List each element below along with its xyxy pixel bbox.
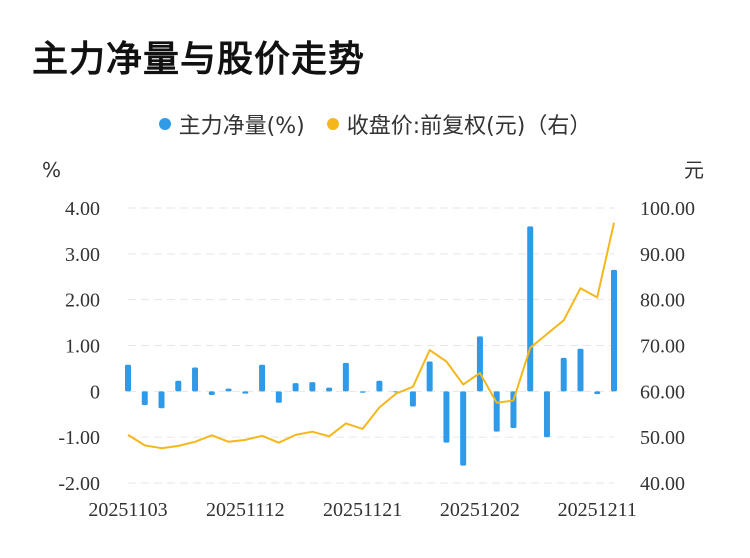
line-series: [127, 222, 615, 450]
left-tick-label: 1.00: [65, 336, 100, 358]
net-volume-bar[interactable]: [409, 391, 416, 407]
right-tick-label: 100.00: [640, 198, 695, 220]
right-tick-label: 40.00: [640, 473, 685, 495]
net-volume-bar[interactable]: [460, 391, 467, 466]
legend-label-close-price: 收盘价:前复权(元)（右）: [346, 114, 592, 139]
left-tick-label: -2.00: [58, 473, 100, 495]
net-volume-bar[interactable]: [577, 348, 584, 392]
net-volume-bar[interactable]: [125, 364, 131, 392]
left-tick-label: -1.00: [58, 427, 100, 449]
net-volume-bar[interactable]: [292, 383, 299, 392]
net-volume-bar[interactable]: [376, 380, 383, 392]
right-tick-label: 50.00: [640, 427, 685, 449]
net-volume-bar[interactable]: [543, 391, 550, 438]
net-volume-bar[interactable]: [342, 362, 349, 392]
x-tick-label: 20251103: [88, 499, 167, 521]
net-volume-bar[interactable]: [594, 391, 601, 395]
net-volume-bar[interactable]: [275, 391, 282, 403]
net-volume-bar[interactable]: [141, 391, 148, 406]
net-volume-bar[interactable]: [158, 391, 165, 409]
close-price-line[interactable]: [127, 222, 615, 450]
net-volume-bar[interactable]: [208, 391, 215, 395]
net-volume-bar[interactable]: [560, 357, 567, 392]
net-volume-bar[interactable]: [175, 380, 182, 392]
bar-series: [125, 226, 617, 466]
net-volume-bar[interactable]: [309, 382, 316, 392]
x-tick-label: 20251211: [558, 499, 637, 521]
legend-dot-close-price-icon: [326, 118, 339, 130]
legend-item-close-price[interactable]: 收盘价:前复权(元)（右）: [326, 108, 592, 140]
net-volume-bar[interactable]: [359, 391, 366, 393]
left-axis-unit: %: [42, 158, 61, 182]
net-volume-bar[interactable]: [326, 387, 333, 392]
net-volume-bar[interactable]: [476, 336, 483, 392]
left-tick-label: 4.00: [65, 198, 100, 220]
chart-title: 主力净量与股价走势: [32, 39, 366, 80]
grid-lines: [128, 207, 614, 484]
net-volume-bar[interactable]: [443, 391, 450, 443]
net-volume-bar[interactable]: [242, 391, 249, 394]
right-axis-unit: 元: [684, 158, 704, 182]
right-tick-label: 80.00: [640, 290, 685, 312]
legend-label-net-volume: 主力净量(%): [178, 114, 305, 139]
left-tick-label: 2.00: [65, 290, 100, 312]
x-tick-label: 20251202: [440, 499, 520, 521]
x-tick-label: 20251112: [206, 499, 285, 521]
left-tick-label: 3.00: [65, 244, 100, 266]
net-volume-bar[interactable]: [259, 364, 266, 392]
net-volume-bar[interactable]: [426, 361, 433, 392]
legend-item-net-volume[interactable]: 主力净量(%): [158, 108, 305, 140]
left-tick-label: 0: [90, 381, 100, 403]
net-volume-bar[interactable]: [611, 269, 617, 392]
right-tick-label: 60.00: [640, 381, 685, 403]
x-tick-label: 20251121: [323, 499, 402, 521]
net-volume-bar[interactable]: [225, 388, 232, 392]
axis-labels: 4.00 100.00 3.00 90.00 2.00 80.00 1.00 70.00 0 60…: [58, 198, 695, 521]
net-volume-bar[interactable]: [527, 226, 534, 392]
legend-dot-net-volume-icon: [158, 118, 171, 130]
net-volume-bar[interactable]: [192, 367, 199, 392]
legend: 主力净量(%) 收盘价:前复权(元)（右）: [0, 108, 750, 140]
right-tick-label: 90.00: [640, 244, 685, 266]
right-tick-label: 70.00: [640, 336, 685, 358]
